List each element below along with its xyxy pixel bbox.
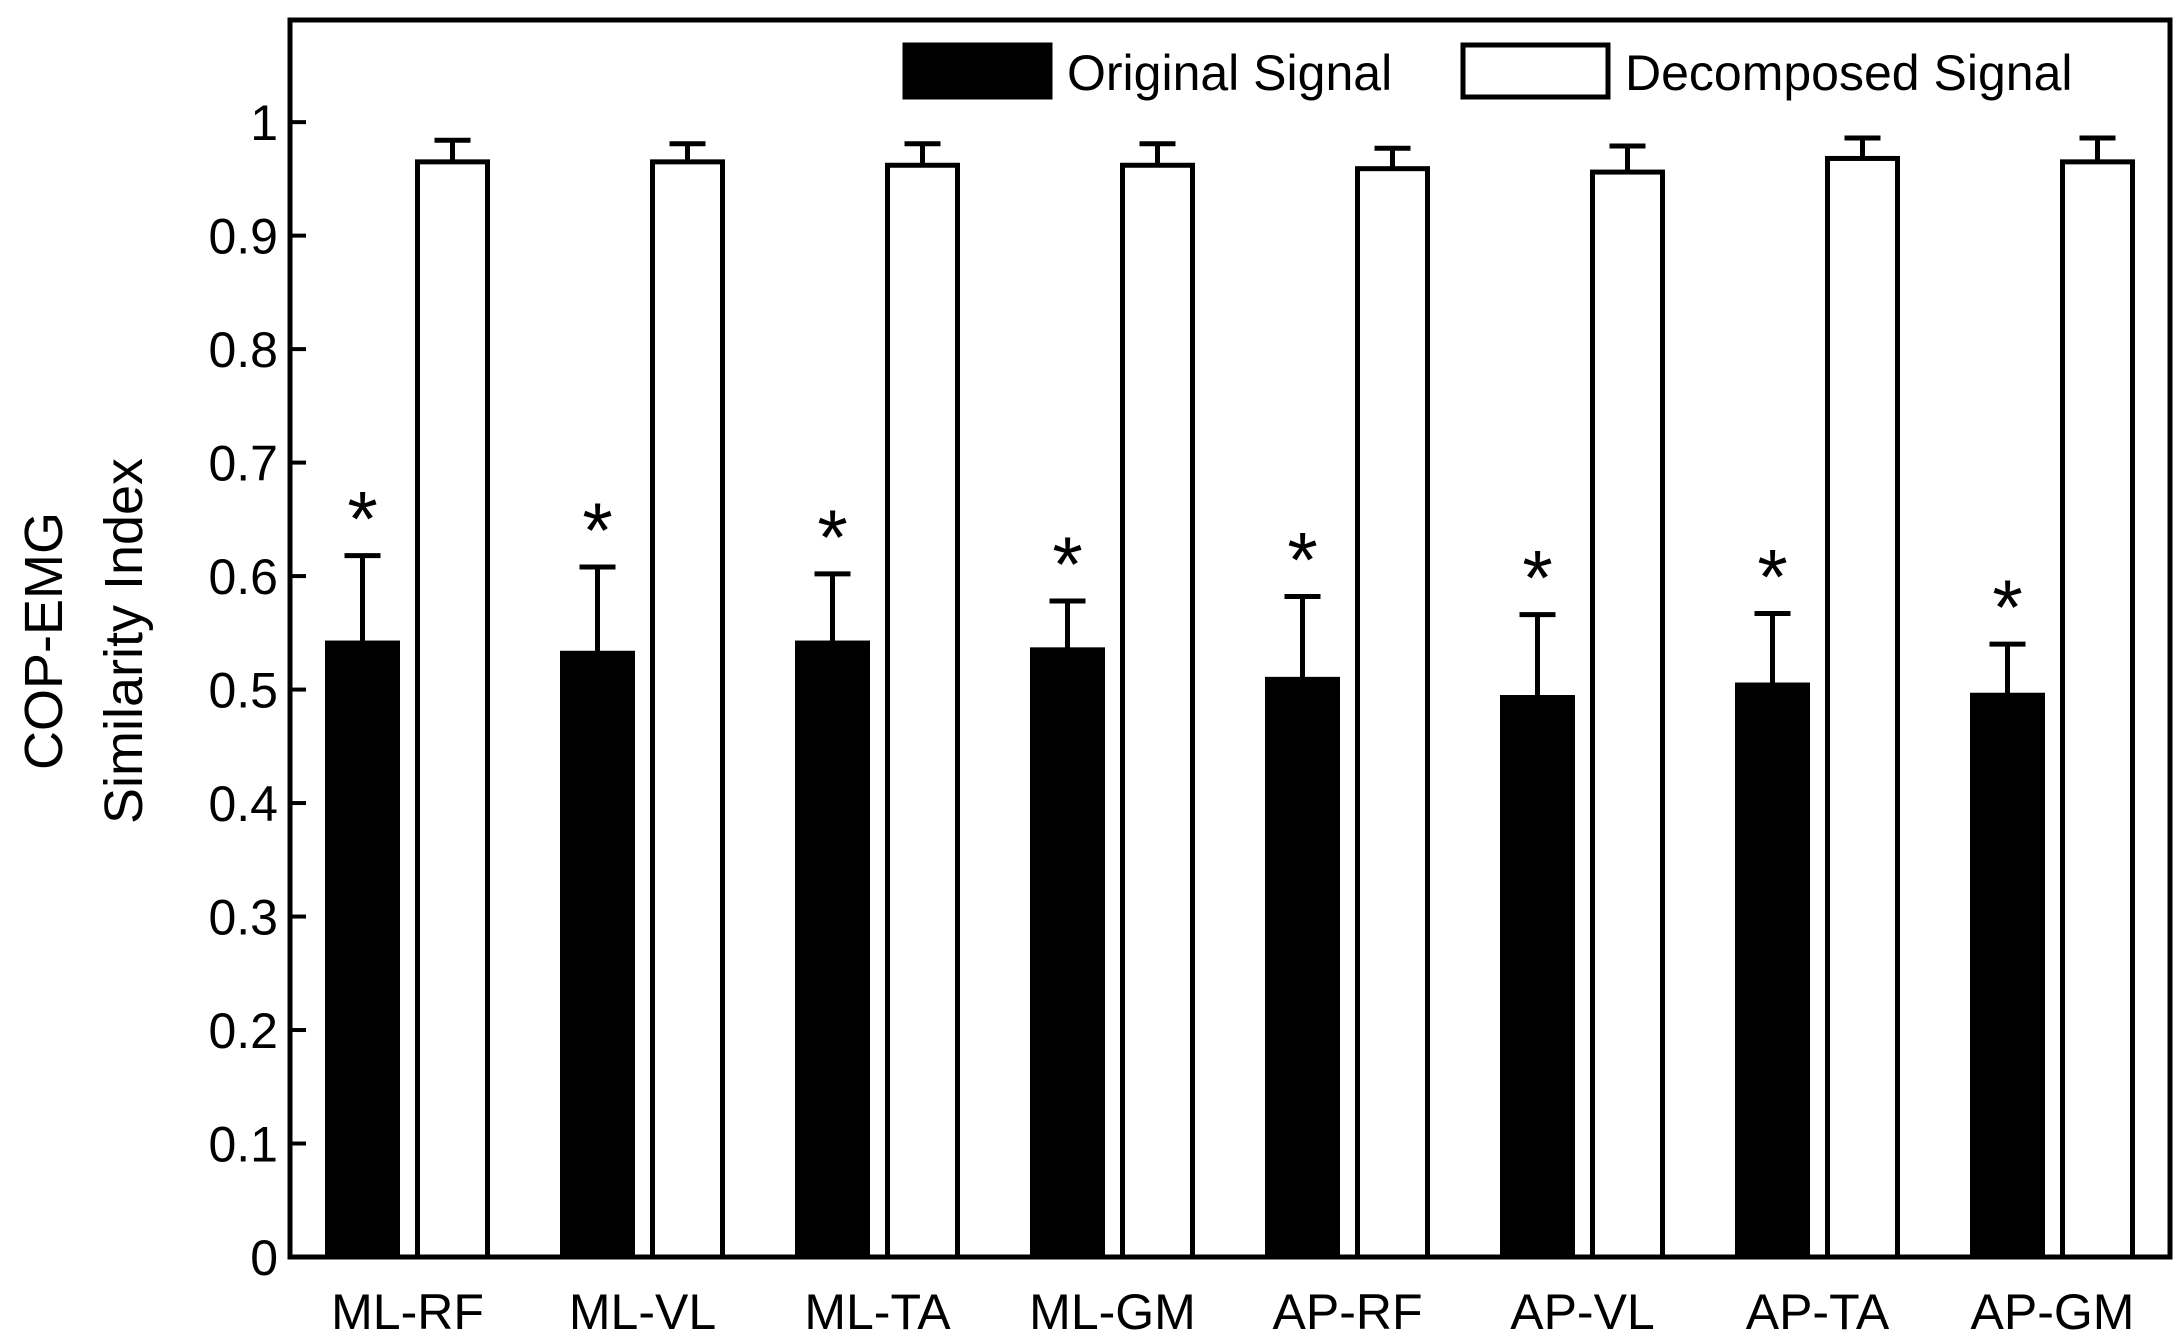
legend-swatch-decomposed-signal	[1460, 42, 1611, 100]
x-tick-label: ML-VL	[569, 1284, 716, 1340]
y-tick-label: 0.4	[208, 776, 278, 832]
bar-decomposed-signal	[1825, 155, 1900, 1260]
significance-asterisk: *	[347, 475, 377, 563]
x-tick-label: ML-TA	[804, 1284, 951, 1340]
bar-decomposed-signal	[415, 159, 490, 1260]
y-axis-ticks: 0 0.1 0.2 0.3 0.4 0.5 0.6 0.7 0.8 0.9 1	[208, 95, 306, 1286]
bar-original-signal	[795, 640, 870, 1260]
y-tick-label: 1	[250, 95, 278, 151]
x-tick-label: AP-GM	[1971, 1284, 2135, 1340]
bar-decomposed-signal	[1590, 169, 1665, 1260]
bar-original-signal	[1970, 692, 2045, 1260]
x-tick-label: AP-RF	[1273, 1284, 1423, 1340]
bar-decomposed-signal	[2060, 159, 2135, 1260]
legend-label-decomposed-signal: Decomposed Signal	[1625, 45, 2073, 101]
y-tick-label: 0.2	[208, 1003, 278, 1059]
bar-decomposed-signal	[1120, 162, 1195, 1260]
legend: Original Signal Decomposed Signal	[902, 42, 2073, 101]
bar-original-signal	[1500, 695, 1575, 1260]
y-tick-label: 0.8	[208, 322, 278, 378]
significance-asterisk: *	[1757, 533, 1787, 621]
bar-original-signal	[1030, 647, 1105, 1260]
y-tick-label: 0.5	[208, 663, 278, 719]
significance-asterisk: *	[582, 486, 612, 574]
y-tick-label: 0.9	[208, 209, 278, 265]
x-tick-label: ML-GM	[1029, 1284, 1196, 1340]
x-tick-label: AP-VL	[1510, 1284, 1655, 1340]
x-tick-label: ML-RF	[331, 1284, 484, 1340]
bar-original-signal	[1265, 676, 1340, 1260]
bars	[325, 135, 2135, 1260]
significance-asterisk: *	[1522, 534, 1552, 622]
y-tick-label: 0.6	[208, 549, 278, 605]
significance-asterisk: *	[1992, 563, 2022, 651]
y-tick-label: 0.1	[208, 1117, 278, 1173]
legend-swatch-original-signal	[902, 42, 1053, 100]
y-tick-label: 0	[250, 1230, 278, 1286]
bar-decomposed-signal	[1355, 166, 1430, 1260]
significance-asterisk: *	[817, 493, 847, 581]
legend-label-original-signal: Original Signal	[1067, 45, 1392, 101]
y-tick-label: 0.3	[208, 890, 278, 946]
x-axis-ticks: ML-RF ML-VL ML-TA ML-GM AP-RF AP-VL AP-TA AP-GM	[331, 1284, 2134, 1340]
x-tick-label: AP-TA	[1746, 1284, 1890, 1340]
significance-asterisk: *	[1287, 516, 1317, 604]
bar-decomposed-signal	[650, 159, 725, 1260]
y-axis-label-line-1: COP-EMG	[14, 512, 74, 770]
bar-decomposed-signal	[885, 162, 960, 1260]
bar-original-signal	[1735, 682, 1810, 1260]
bar-original-signal	[560, 650, 635, 1260]
y-axis-label: COP-EMG Similarity Index	[14, 458, 154, 824]
significance-asterisk: *	[1052, 520, 1082, 608]
plot-frame	[287, 17, 2173, 1260]
bar-original-signal	[325, 640, 400, 1260]
y-axis-label-line-2: Similarity Index	[94, 458, 154, 824]
y-tick-label: 0.7	[208, 436, 278, 492]
significance-markers: * * * * * * * *	[347, 475, 2022, 652]
